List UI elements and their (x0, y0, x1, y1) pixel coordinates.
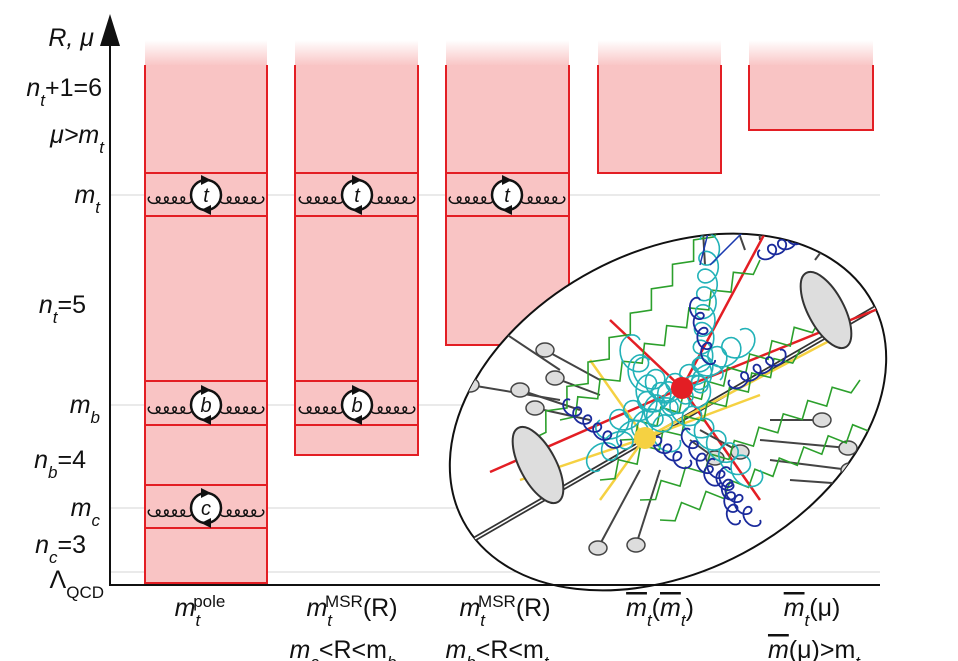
column-body (598, 65, 721, 173)
hadron (589, 541, 607, 555)
loop-label: c (201, 498, 211, 520)
column-label: mt(mt) (626, 594, 694, 630)
level-label: mt (74, 181, 101, 217)
column-labels: mtpole mtMSR(R) mtMSR(R) mt(mt) mt(μ) mc… (175, 592, 862, 661)
level-label: nc=3 (35, 531, 86, 567)
scheme-diagram: tttbbc R, μ nt+1=6 μ>mt mt nt=5 mb nb=4 … (0, 0, 958, 661)
level-label: mb (70, 391, 100, 427)
loop-label: b (351, 395, 362, 417)
level-labels: nt+1=6 μ>mt mt nt=5 mb nb=4 mc nc=3 ΛQCD (26, 74, 105, 602)
hadron (511, 383, 529, 397)
column-condition: mb<R<mt (445, 636, 549, 661)
column-label: mtpole (175, 592, 226, 630)
hadron (813, 413, 831, 427)
track (815, 200, 860, 260)
column-fade (598, 40, 721, 66)
column-label: mtMSR(R) (459, 592, 550, 630)
track (755, 185, 760, 240)
hadron (461, 378, 479, 392)
hadron (536, 343, 554, 357)
hadron (839, 441, 857, 455)
column-condition: m(μ)>mt (768, 636, 861, 661)
track (780, 180, 800, 235)
level-label: mc (71, 494, 101, 530)
level-label: ΛQCD (50, 566, 104, 602)
axis-arrow (100, 14, 120, 46)
column-condition: mc<R<mb (290, 636, 397, 661)
level-label: nt+1=6 (26, 74, 102, 110)
hard-vertex (671, 377, 693, 399)
column-fade (295, 40, 418, 66)
hadron (851, 478, 869, 492)
column-fade (145, 40, 267, 66)
track (800, 190, 830, 240)
loop-label: b (200, 395, 211, 417)
axis-label: R, μ (48, 24, 94, 52)
hadron (627, 538, 645, 552)
hadron (526, 401, 544, 415)
column-fade (749, 40, 873, 66)
column-label: mtMSR(R) (306, 592, 397, 630)
level-label: nb=4 (34, 446, 86, 482)
level-label: nt=5 (39, 291, 86, 327)
column-label: mt(μ) (784, 594, 841, 630)
hadron (546, 371, 564, 385)
secondary-vertex (634, 427, 656, 449)
level-label: μ>mt (49, 121, 105, 157)
column-fade (446, 40, 569, 66)
column-body (749, 65, 873, 130)
